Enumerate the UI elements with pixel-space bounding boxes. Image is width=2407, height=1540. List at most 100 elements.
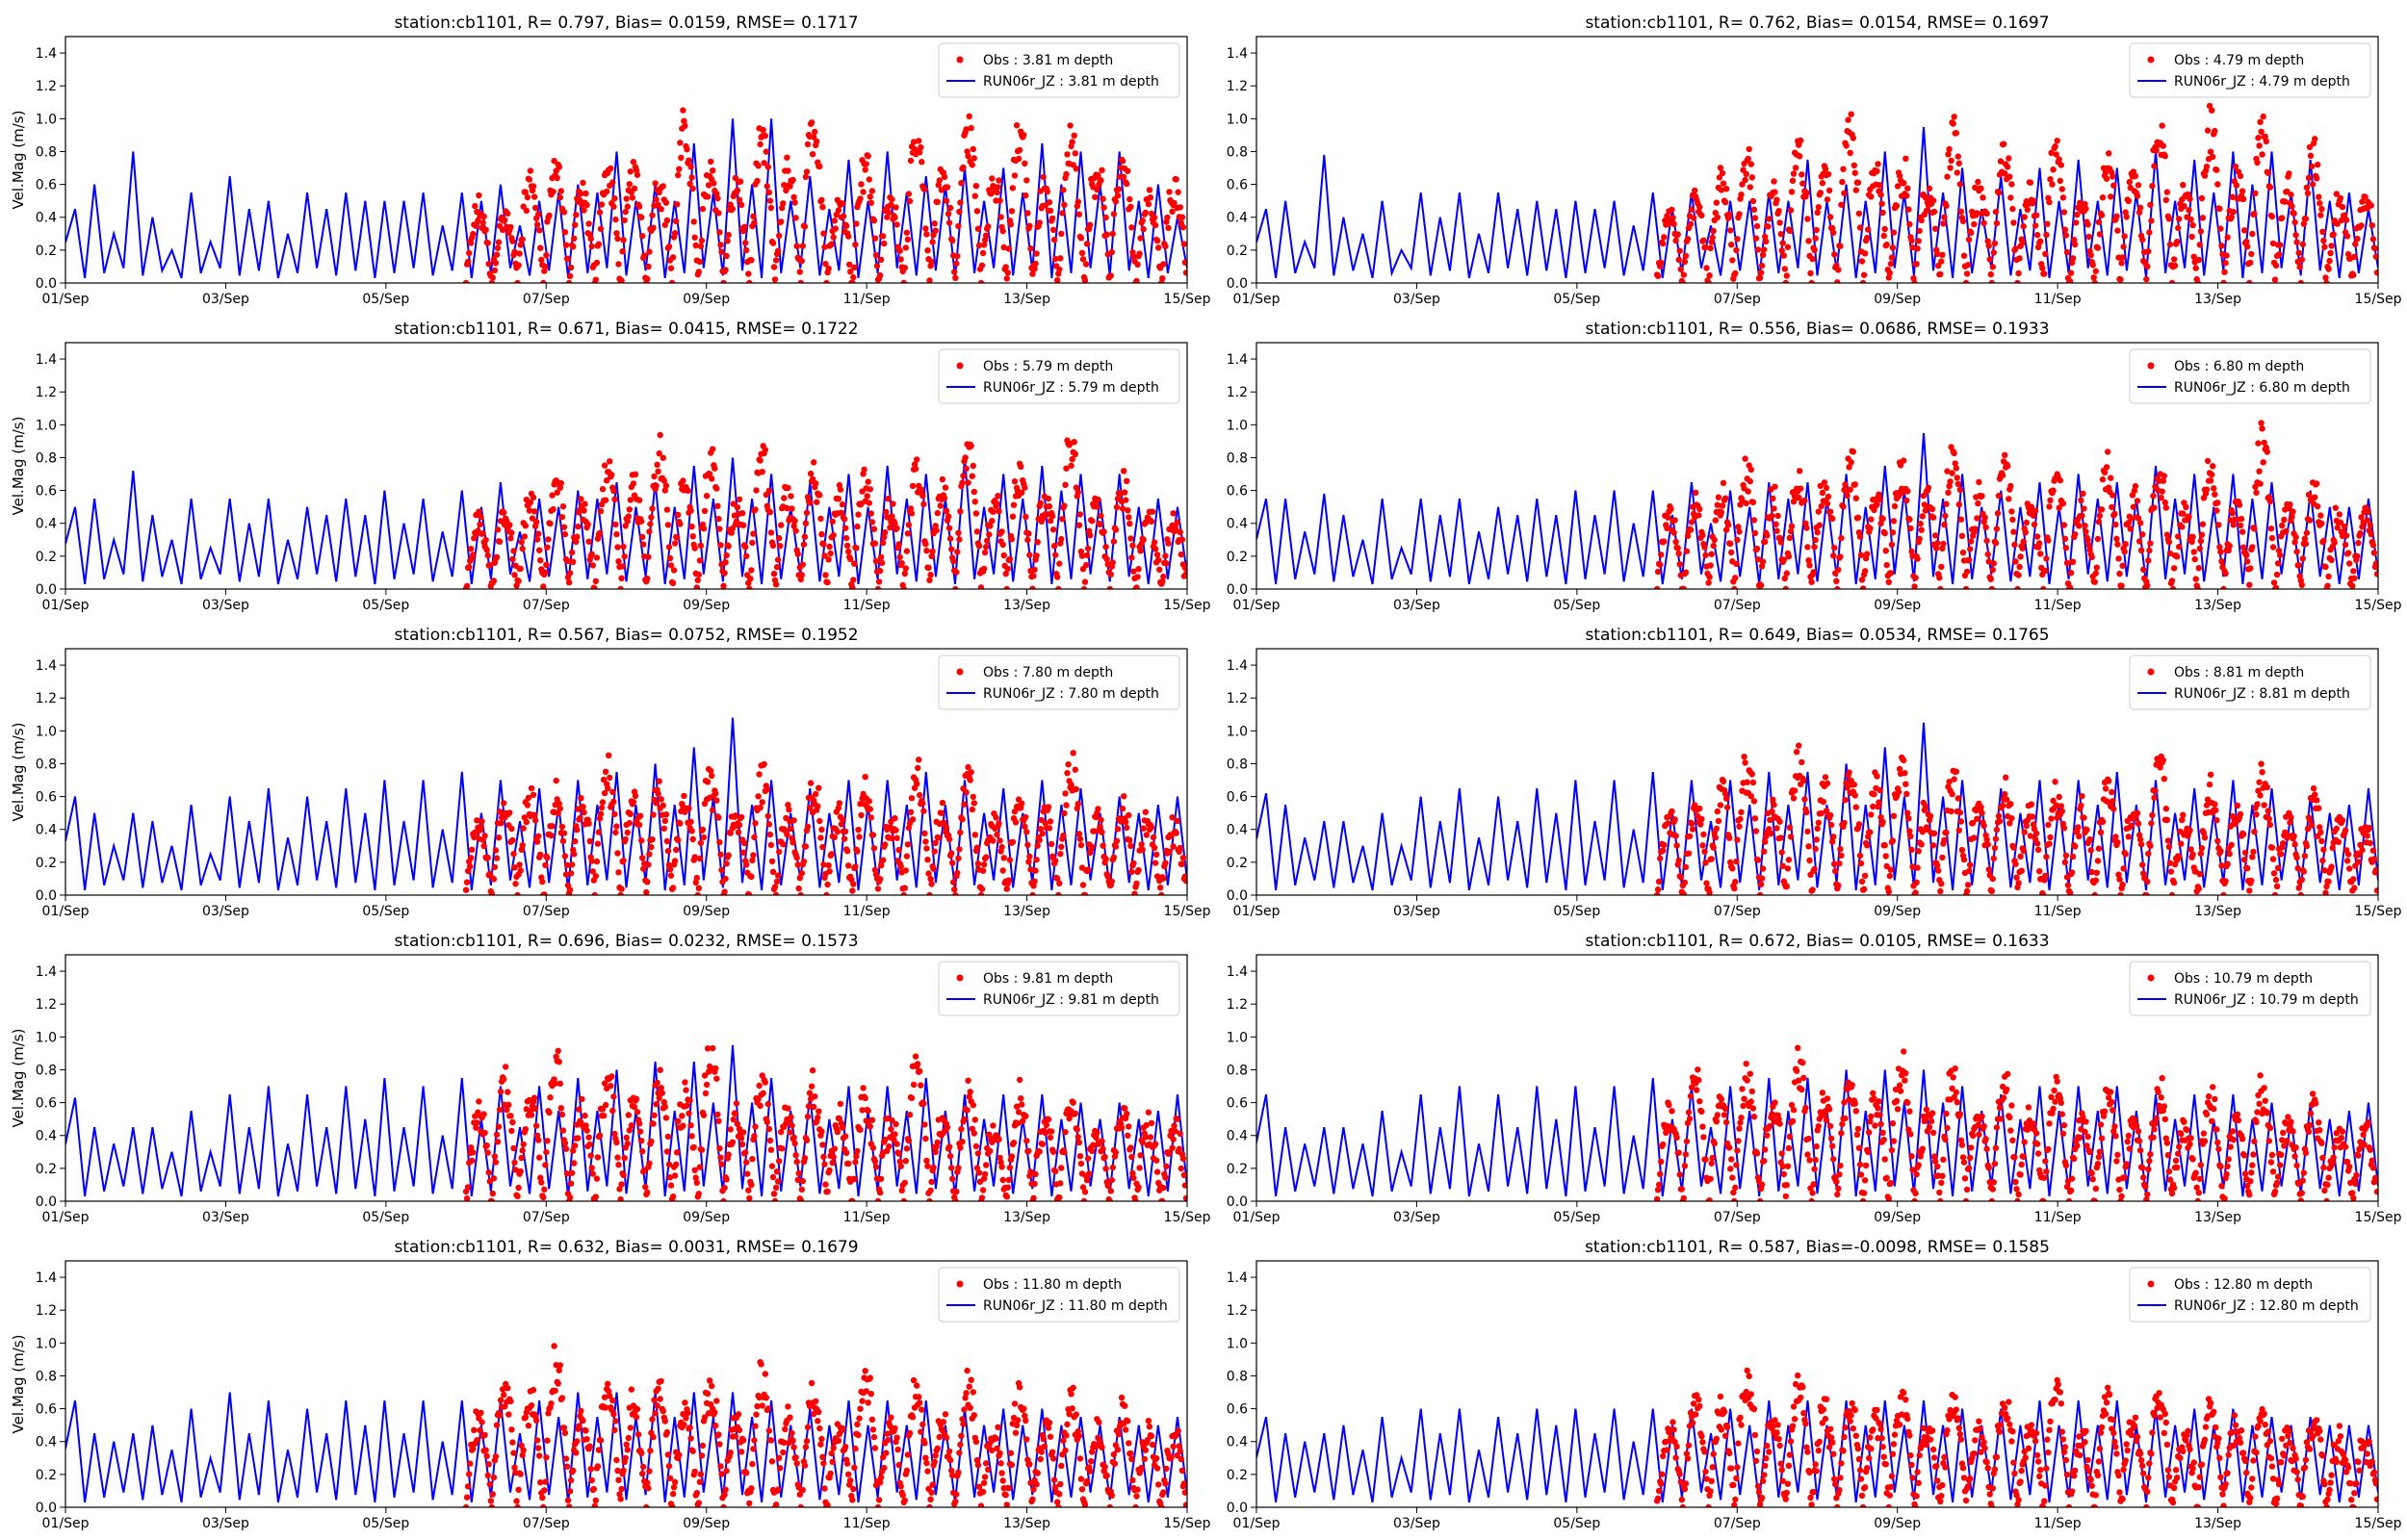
obs-point [766,508,774,516]
obs-point [1110,538,1118,545]
obs-point [946,204,954,212]
obs-point [1855,821,1863,828]
obs-point [602,497,609,503]
obs-point [1786,824,1794,831]
obs-point [1738,808,1745,815]
obs-point [626,819,633,827]
obs-point [522,1126,529,1133]
obs-point [2269,856,2277,862]
obs-point [556,194,563,201]
obs-point [799,243,806,249]
obs-point [2237,810,2244,818]
obs-point [2149,183,2156,190]
obs-point [880,857,887,863]
obs-point [1070,750,1076,757]
obs-point [2036,540,2043,547]
obs-point [769,868,777,875]
x-tick-label: 05/Sep [362,292,409,307]
obs-point [794,551,801,557]
obs-point [2196,871,2203,878]
obs-point [1716,174,1723,181]
obs-point [944,184,951,191]
obs-point [666,1174,674,1181]
model-line [65,457,1187,585]
obs-point [989,175,996,182]
obs-point [1909,863,1916,870]
obs-point [1859,585,1867,589]
obs-point [497,820,505,827]
obs-point [1100,842,1106,849]
obs-point [723,252,730,260]
obs-point [2230,208,2237,216]
obs-point [462,279,470,283]
obs-point [1957,208,1965,215]
obs-point [1677,874,1685,881]
obs-point [2199,215,2207,221]
obs-point [691,234,698,241]
obs-point [2210,153,2216,161]
obs-point [1714,808,1721,815]
obs-point [1077,841,1085,849]
obs-point [484,552,491,559]
obs-point [968,124,974,132]
obs-point [790,523,797,529]
obs-point [1680,271,1688,278]
obs-point [1010,501,1018,508]
obs-point [1034,539,1041,546]
obs-point [2180,811,2187,818]
obs-point [706,471,713,477]
obs-point [1665,820,1671,827]
y-tick-label: 1.0 [1227,418,1248,433]
obs-point [2092,877,2099,884]
obs-point [2207,477,2214,484]
obs-point [818,826,825,834]
obs-point [2222,878,2229,885]
obs-point [2274,864,2282,871]
obs-point [1768,830,1774,837]
obs-point [2042,872,2049,880]
obs-point [653,1101,660,1108]
obs-point [470,552,477,558]
obs-point [1902,155,1909,162]
obs-point [570,558,577,565]
obs-point [881,533,888,541]
obs-point [1047,818,1054,825]
obs-point [1906,220,1913,228]
legend-model-label: RUN06r_JZ : 7.80 m depth [983,686,1159,702]
obs-point [1107,272,1115,279]
obs-point [1959,549,1967,556]
obs-point [778,218,785,225]
legend-obs-marker [2147,56,2155,64]
obs-point [2041,270,2048,277]
obs-point [512,1167,519,1173]
obs-point [586,1141,593,1148]
obs-point [693,874,700,882]
obs-point [1777,539,1784,546]
obs-point [1683,548,1691,554]
obs-point [1771,801,1777,808]
obs-point [2322,889,2329,895]
obs-point [982,854,990,860]
obs-point [665,544,673,551]
obs-point [1939,545,1946,552]
obs-point [599,799,607,806]
obs-scatter [462,431,1187,589]
obs-point [1903,497,1910,504]
obs-point [1833,578,1840,584]
obs-point [770,1191,778,1197]
obs-point [1922,803,1929,809]
obs-point [2358,222,2365,229]
obs-point [1868,516,1875,523]
obs-point [752,1123,759,1130]
obs-point [493,251,501,258]
obs-point [1783,883,1791,890]
obs-point [1075,211,1083,218]
obs-point [668,279,676,283]
obs-point [576,1106,582,1113]
obs-point [2264,449,2270,455]
obs-point [1729,257,1736,264]
obs-point [830,234,837,241]
obs-point [1129,542,1136,549]
obs-point [1845,116,1851,123]
obs-point [2004,796,2010,803]
